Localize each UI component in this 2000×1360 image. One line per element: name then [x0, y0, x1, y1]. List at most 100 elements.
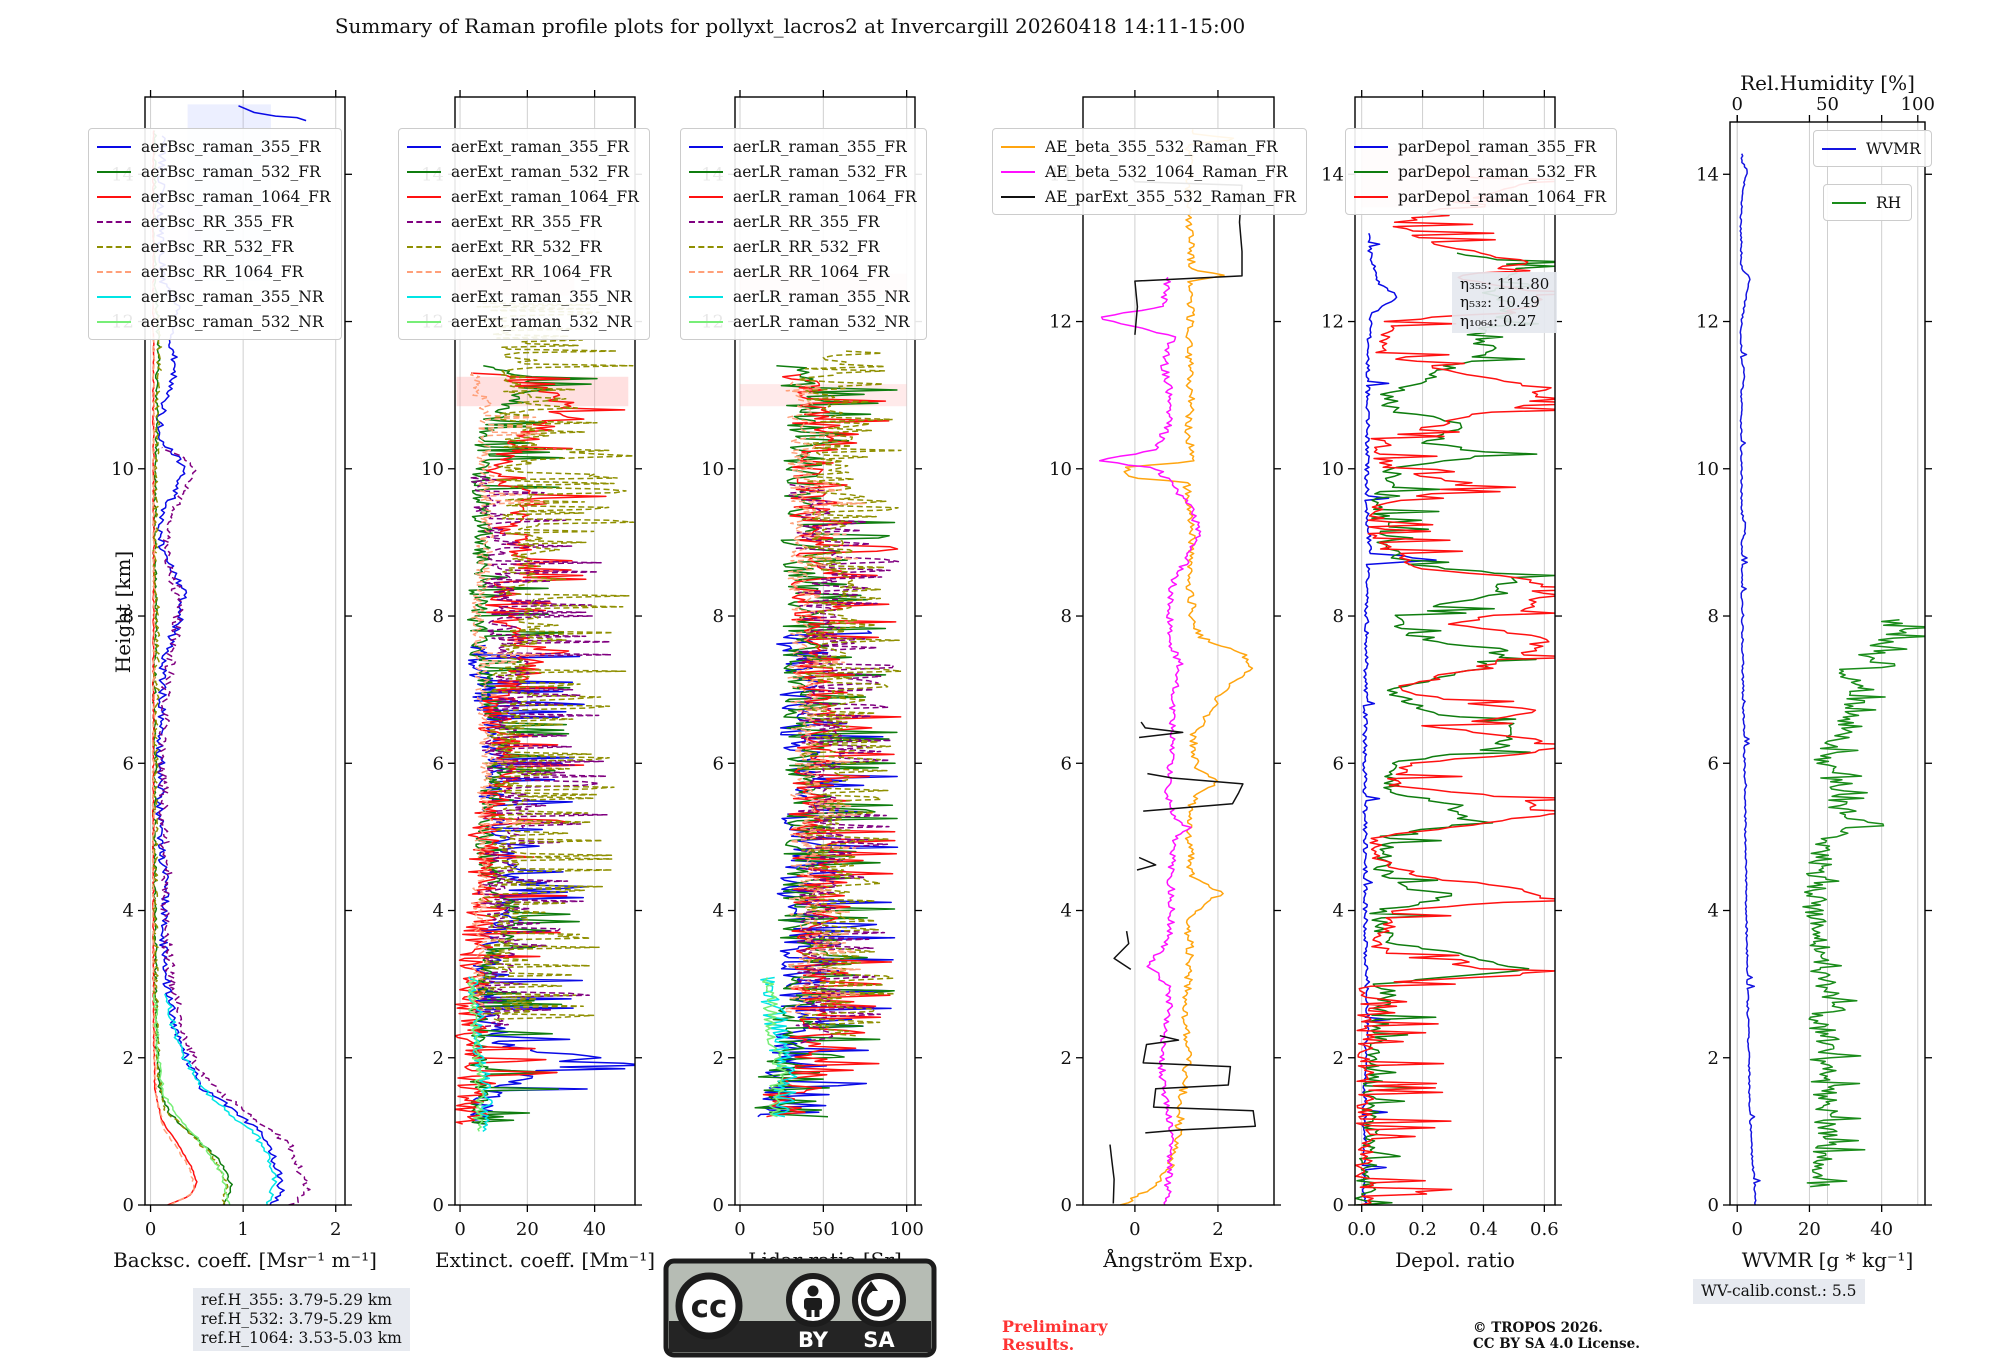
x-tick-label: 0: [734, 1219, 745, 1240]
eta-532: η₅₃₂: 10.49: [1460, 293, 1540, 312]
legend-entry: RH: [1832, 190, 1901, 215]
series-aerBsc_RR_355_FR: [156, 446, 311, 1205]
reference-height-annotation: ref.H_355: 3.79-5.29 km ref.H_532: 3.79-…: [193, 1288, 410, 1351]
series-aerBsc_RR_532_FR: [151, 308, 229, 1205]
legend-label: aerLR_RR_1064_FR: [733, 262, 890, 281]
legend-label: WVMR: [1866, 139, 1921, 158]
y-tick-label: 0: [1061, 1195, 1072, 1216]
y-tick-label: 14: [1696, 164, 1719, 185]
legend-label: aerLR_raman_1064_FR: [733, 187, 917, 206]
legend-entry: AE_beta_355_532_Raman_FR: [1001, 134, 1296, 159]
series-AE_beta_355_532_Raman_FR: [1119, 129, 1254, 1205]
legend-line-swatch: [97, 170, 131, 173]
legend-line-swatch: [689, 245, 723, 248]
eta-calibration-annotation: η₃₅₅: 111.80 η₅₃₂: 10.49 η₁₀₆₄: 0.27: [1452, 272, 1558, 333]
series-group-depol: [1355, 175, 1555, 1205]
x-axis-label-depol: Depol. ratio: [1395, 1248, 1515, 1272]
series-aerLR_raman_1064_FR: [762, 373, 902, 1118]
series-aerLR_raman_532_FR: [754, 364, 898, 1118]
y-tick-label: 6: [713, 753, 724, 774]
legend-line-swatch: [407, 195, 441, 198]
legend-label: aerExt_raman_355_FR: [451, 137, 629, 156]
legend-label: aerBsc_raman_532_NR: [141, 312, 324, 331]
legend-line-swatch: [689, 145, 723, 148]
legend-label: RH: [1876, 193, 1902, 212]
cc-letters: cc: [691, 1289, 728, 1325]
legend-line-swatch: [689, 320, 723, 323]
x-tick-label: 0.6: [1530, 1219, 1559, 1240]
y-tick-label: 0: [1708, 1195, 1719, 1216]
series-AE_parExt_355_532_Raman_FR: [1139, 721, 1184, 739]
series-aerLR_RR_532_FR: [796, 350, 903, 1037]
legend-label: aerBsc_raman_355_NR: [141, 287, 324, 306]
series-aerExt_RR_532_FR: [471, 302, 635, 1022]
legend-entry: aerBsc_raman_355_NR: [97, 284, 331, 309]
x-tick-label: 40: [1870, 1219, 1893, 1240]
y-tick-label: 2: [713, 1048, 724, 1069]
y-tick-label: 4: [1333, 901, 1344, 922]
x-tick-label: 2: [1212, 1219, 1223, 1240]
y-tick-label: 0: [433, 1195, 444, 1216]
legend-label: aerExt_RR_532_FR: [451, 237, 602, 256]
series-aerBsc_RR_1064_FR: [151, 277, 195, 1205]
legend-entry: aerExt_RR_532_FR: [407, 234, 639, 259]
legend-entry: aerLR_raman_355_FR: [689, 134, 916, 159]
x-tick-label: 0.2: [1408, 1219, 1437, 1240]
series-RH: [1802, 618, 1925, 1188]
series-group-extinction: [455, 302, 635, 1133]
y-tick-label: 0: [713, 1195, 724, 1216]
legend-line-swatch: [97, 220, 131, 223]
legend-line-swatch: [97, 245, 131, 248]
legend-line-swatch: [407, 245, 441, 248]
y-tick-label: 8: [1708, 606, 1719, 627]
legend-label: aerLR_RR_532_FR: [733, 237, 880, 256]
legend-line-swatch: [689, 220, 723, 223]
y-tick-label: 4: [433, 901, 444, 922]
legend-entry: aerExt_raman_532_NR: [407, 309, 639, 334]
legend-entry: aerBsc_RR_532_FR: [97, 234, 331, 259]
series-aerLR_raman_532_NR: [762, 977, 789, 1118]
y-tick-label: 12: [1321, 312, 1344, 333]
x-tick-label: 40: [583, 1219, 606, 1240]
y-tick-label: 10: [1321, 459, 1344, 480]
legend-entry: aerBsc_RR_355_FR: [97, 209, 331, 234]
y-tick-label: 0: [1333, 1195, 1344, 1216]
legend-label: aerLR_raman_532_NR: [733, 312, 910, 331]
y-tick-label: 8: [1061, 606, 1072, 627]
series-aerLR_raman_355_NR: [760, 976, 798, 1118]
series-AE_beta_532_1064_Raman_FR: [1098, 276, 1202, 1205]
y-tick-label: 14: [1321, 164, 1344, 185]
legend-entry: aerBsc_raman_1064_FR: [97, 184, 331, 209]
wv-calib-const: WV-calib.const.: 5.5: [1701, 1282, 1857, 1300]
legend-label: aerLR_raman_355_FR: [733, 137, 907, 156]
legend-line-swatch: [689, 270, 723, 273]
series-aerBsc_raman_355_FR: [238, 105, 307, 122]
series-group-wvmr: [1739, 153, 1925, 1205]
sa-label: SA: [863, 1328, 895, 1352]
legend-entry: aerLR_RR_1064_FR: [689, 259, 916, 284]
series-aerBsc_raman_532_NR: [153, 993, 231, 1205]
wv-calibration-annotation: WV-calib.const.: 5.5: [1693, 1279, 1865, 1304]
top-x-tick-label: 50: [1816, 94, 1839, 115]
x-axis-label-wvmr: WVMR [g * kg⁻¹]: [1742, 1248, 1914, 1272]
y-tick-label: 10: [1049, 459, 1072, 480]
legend-entry: parDepol_raman_1064_FR: [1354, 184, 1606, 209]
legend-entry: AE_beta_532_1064_Raman_FR: [1001, 159, 1296, 184]
x-tick-label: 20: [516, 1219, 539, 1240]
legend-label: parDepol_raman_1064_FR: [1398, 187, 1607, 206]
y-tick-label: 10: [1696, 459, 1719, 480]
legend-entry: aerExt_raman_355_NR: [407, 284, 639, 309]
legend-label: aerBsc_RR_355_FR: [141, 212, 294, 231]
series-aerLR_RR_1064_FR: [783, 381, 867, 1015]
series-AE_parExt_355_532_Raman_FR: [1109, 1144, 1115, 1204]
legend-line-swatch: [407, 170, 441, 173]
legend-label: aerBsc_RR_532_FR: [141, 237, 294, 256]
by-label: BY: [798, 1328, 829, 1352]
y-tick-label: 12: [1049, 312, 1072, 333]
series-AE_parExt_355_532_Raman_FR: [1113, 930, 1132, 971]
x-tick-label: 100: [889, 1219, 923, 1240]
series-AE_parExt_355_532_Raman_FR: [1142, 1034, 1257, 1134]
legend-wvmr-1: RH: [1823, 184, 1913, 221]
legend-entry: aerBsc_raman_355_FR: [97, 134, 331, 159]
